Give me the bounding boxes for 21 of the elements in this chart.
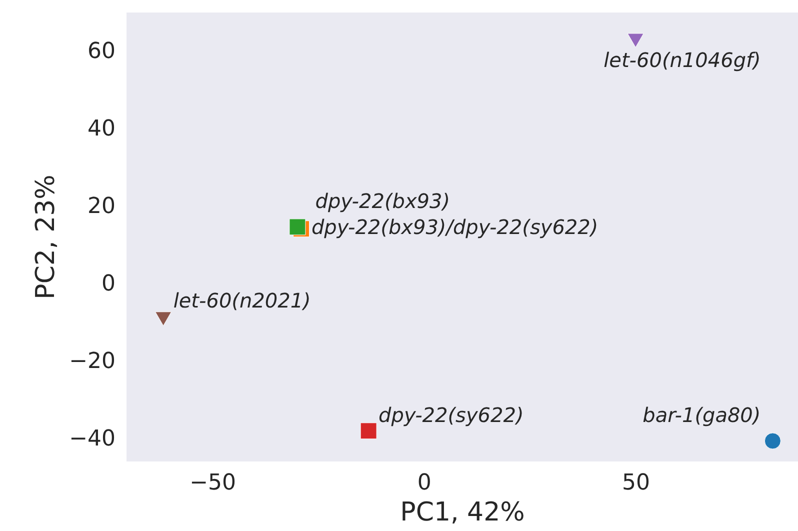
series-label: dpy-22(bx93)/dpy-22(sy622) bbox=[311, 214, 598, 239]
series-label: let-60(n2021) bbox=[173, 288, 311, 312]
y-tick-label: 40 bbox=[88, 116, 116, 142]
y-tick-label: 20 bbox=[88, 194, 116, 219]
x-axis-title: PC1, 42% bbox=[400, 498, 525, 528]
point bbox=[289, 218, 306, 236]
series-label: bar-1(ga80) bbox=[642, 402, 761, 427]
y-tick-label: −20 bbox=[69, 349, 116, 374]
y-tick-label: 60 bbox=[88, 38, 116, 64]
point bbox=[627, 33, 644, 48]
point bbox=[360, 422, 377, 440]
series-label: let-60(n1046gf) bbox=[604, 48, 761, 72]
x-tick-label: 50 bbox=[622, 470, 650, 496]
x-tick-label: −50 bbox=[190, 470, 236, 496]
y-axis-title: PC2, 23% bbox=[31, 174, 62, 300]
series-label: dpy-22(bx93) bbox=[315, 188, 450, 213]
y-tick-label: 0 bbox=[102, 271, 116, 296]
y-tick-label: −40 bbox=[69, 426, 116, 452]
x-tick-label: 0 bbox=[417, 470, 432, 496]
series-label: dpy-22(sy622) bbox=[378, 402, 524, 427]
point bbox=[764, 432, 781, 450]
